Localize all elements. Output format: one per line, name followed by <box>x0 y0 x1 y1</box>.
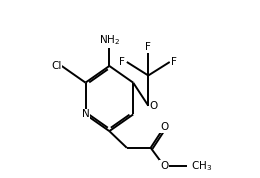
Text: O: O <box>160 122 168 132</box>
Text: N: N <box>82 109 89 119</box>
Text: O: O <box>150 101 158 111</box>
Text: NH$_2$: NH$_2$ <box>99 34 120 47</box>
Text: Cl: Cl <box>51 61 62 71</box>
Text: F: F <box>171 57 177 67</box>
Text: F: F <box>145 42 151 52</box>
Text: F: F <box>119 57 125 67</box>
Text: CH$_3$: CH$_3$ <box>191 159 212 173</box>
Text: O: O <box>160 161 168 171</box>
